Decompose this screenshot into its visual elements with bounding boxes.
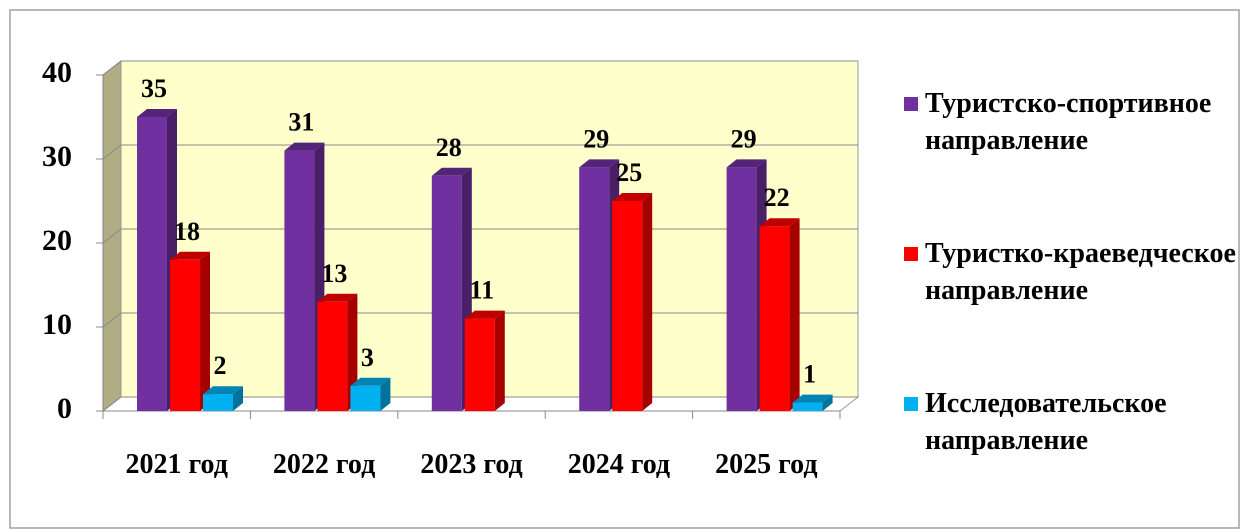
x-tick-label: 2021 год [125, 449, 228, 480]
bar-side [494, 310, 505, 411]
bar-top [350, 377, 391, 386]
bar-side [642, 193, 653, 411]
data-label: 11 [470, 276, 495, 305]
bar-front [726, 167, 757, 411]
grid-line [102, 144, 122, 160]
grid-line [102, 228, 122, 244]
x-tick-label: 2025 год [715, 449, 818, 480]
data-label: 13 [321, 259, 347, 288]
bar [317, 293, 358, 411]
bar [203, 386, 243, 411]
grid-line [102, 396, 122, 412]
bar-top [137, 109, 177, 117]
bar-top [726, 159, 767, 168]
data-label: 3 [361, 343, 374, 372]
legend-swatch [904, 97, 918, 111]
bar [759, 218, 800, 411]
bar-side [380, 377, 391, 411]
grid-line [102, 312, 122, 328]
x-tick-label: 2023 год [420, 449, 523, 480]
data-label: 31 [288, 108, 314, 137]
y-tick-label: 20 [42, 224, 72, 257]
bar-front [203, 394, 233, 411]
x-tick-label: 2024 год [567, 449, 671, 480]
legend-label: Туристко-краеведческое направление [925, 238, 1236, 306]
data-label: 29 [731, 124, 757, 153]
bar [350, 377, 391, 411]
bar-front [350, 385, 381, 411]
bar-side [789, 218, 800, 411]
bar-top [317, 293, 358, 302]
y-tick-label: 40 [42, 56, 72, 89]
data-label: 2 [214, 351, 227, 380]
bar-top [431, 167, 472, 176]
legend-swatch [904, 397, 918, 411]
bar [612, 193, 653, 411]
bar-top [203, 386, 243, 395]
bar-front [792, 402, 823, 411]
legend-swatch [904, 247, 918, 261]
bar-front [464, 318, 495, 411]
x-tick-label: 2022 год [272, 449, 376, 480]
data-label: 25 [616, 158, 642, 187]
bar [464, 310, 505, 411]
bar-front [759, 226, 790, 411]
bar-front [612, 201, 643, 411]
bar-top [284, 142, 325, 151]
bar-top [579, 159, 620, 168]
bar-top [792, 394, 833, 403]
bar-side [822, 394, 833, 411]
bar [170, 251, 210, 411]
bar-front [284, 150, 315, 411]
bar-front [137, 117, 167, 411]
bar-front [431, 175, 462, 411]
bar-top [464, 310, 505, 319]
bar [792, 394, 833, 411]
grid-line [102, 60, 122, 76]
data-label: 28 [436, 133, 462, 162]
bar-top [612, 193, 653, 201]
data-label: 1 [803, 360, 816, 389]
bar-side [233, 386, 243, 411]
legend-label: Исследовательское направление [925, 388, 1167, 456]
bar-side [347, 293, 358, 411]
bar-front [579, 167, 610, 411]
data-label: 22 [764, 183, 790, 212]
data-label: 35 [141, 74, 167, 103]
legend-label: Туристско-спортивное направление [925, 88, 1212, 156]
data-label: 18 [174, 217, 200, 246]
bar-top [170, 251, 210, 260]
chart-border [9, 9, 1240, 529]
bar-front [170, 259, 200, 411]
data-label: 29 [583, 124, 609, 153]
y-tick-label: 10 [42, 308, 72, 341]
y-tick-label: 0 [57, 392, 72, 425]
y-tick-label: 30 [42, 140, 72, 173]
bar-front [317, 301, 348, 411]
bar-side [200, 251, 210, 411]
bar-top [759, 218, 800, 227]
